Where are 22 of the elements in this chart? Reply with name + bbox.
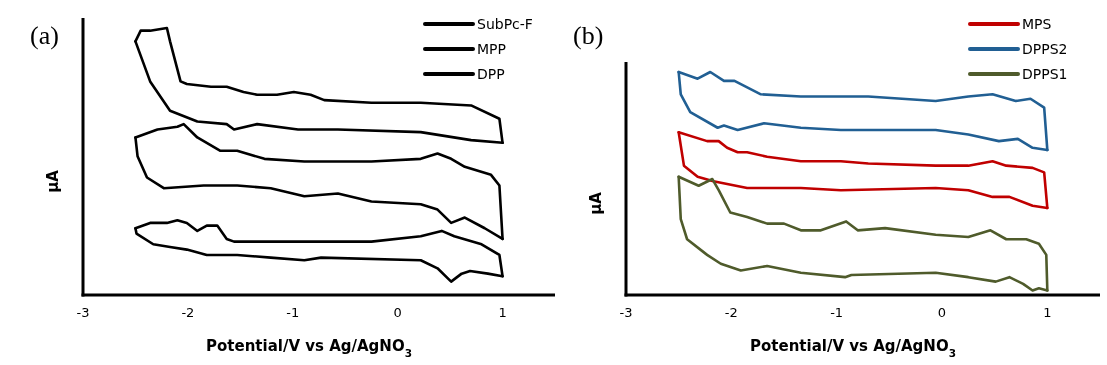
legend-label: SubPc-F [477,16,533,32]
x-tick-label: 1 [1043,305,1052,320]
x-tick-label: 0 [393,305,402,320]
legend-label: DPPS1 [1022,66,1068,82]
x-axis-title: Potential/V vs Ag/AgNO$_{3}$ [750,337,956,359]
legend-label: DPPS2 [1022,41,1068,57]
x-tick-label: -2 [724,305,738,320]
x-tick-label: -3 [619,305,633,320]
x-axis-title: Potential/V vs Ag/AgNO$_{3}$ [206,337,412,359]
x-tick-label: 0 [937,305,947,320]
x-tick-label: 1 [498,305,507,320]
x-tick-label: -2 [181,305,195,320]
x-tick-label: -3 [76,305,90,320]
chart-title: (a) [30,21,59,50]
y-axis-title: μA [587,191,605,215]
legend-label: MPS [1022,16,1052,32]
legend-label: DPP [477,66,505,82]
chart-title: (b) [573,21,604,50]
x-tick-label: -1 [286,305,300,320]
y-axis-title: μA [44,169,62,193]
x-tick-label: -1 [830,305,844,320]
legend-label: MPP [477,41,506,57]
